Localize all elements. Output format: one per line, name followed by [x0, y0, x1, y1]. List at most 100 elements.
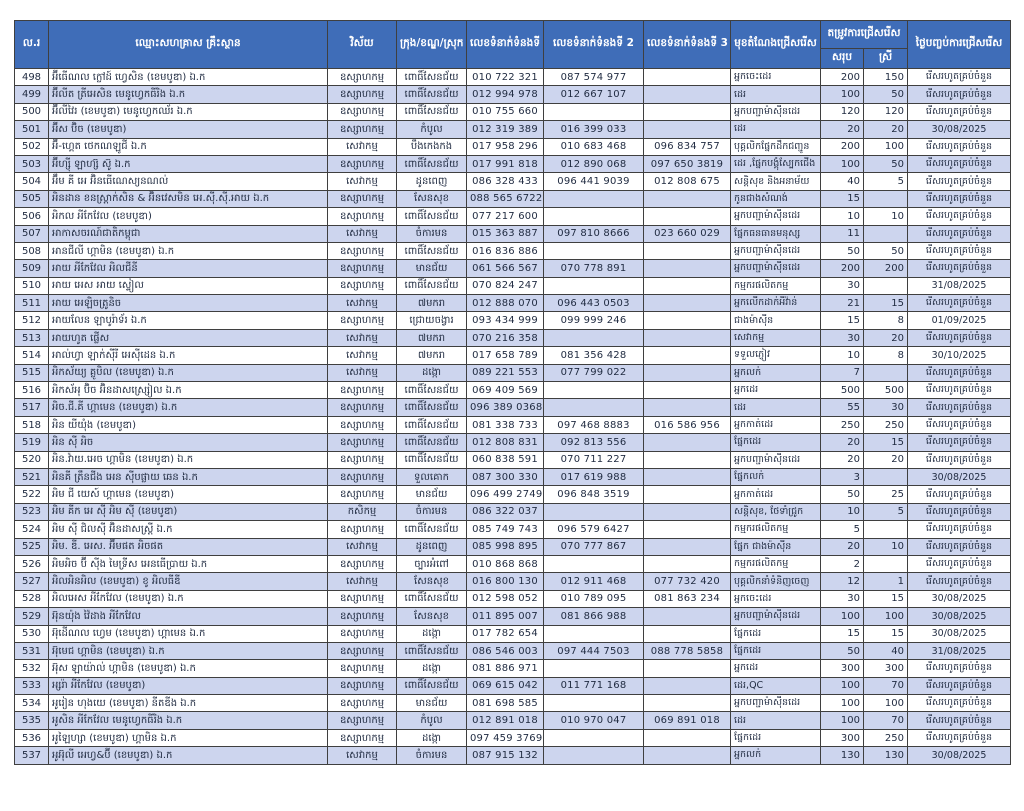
- sector-cell: ឧស្សាហកម្ម: [327, 85, 397, 104]
- phone3-cell: [643, 346, 731, 365]
- district-cell: ពោធិ៍សែនជ័យ: [396, 415, 467, 435]
- no-cell: 526: [14, 554, 49, 574]
- phone3-cell: [643, 294, 731, 313]
- no-cell: 517: [14, 398, 49, 417]
- district-cell: ពោធិ៍សែនជ័យ: [396, 102, 467, 122]
- phone1-cell: 070 216 358: [466, 328, 544, 348]
- position-cell: អ្នកបញ្ជាម៉ាស៊ីនដេរ: [730, 450, 821, 469]
- no-cell: 511: [14, 294, 49, 313]
- sector-cell: ឧស្សាហកម្ម: [327, 607, 397, 626]
- position-cell: ផ្នែកដេរ: [730, 641, 821, 661]
- phone1-cell: 093 434 999: [466, 311, 544, 330]
- position-cell: បុគ្គលិកផ្នែកដឹកជញ្ជូន: [730, 137, 821, 156]
- deadline-cell: 31/08/2025: [907, 276, 1011, 296]
- no-cell: 505: [14, 189, 49, 209]
- need-total-cell: 300: [820, 728, 864, 748]
- no-cell: 509: [14, 259, 49, 278]
- table-row: 505 អិនដាន ខនស្ត្រាក់សិន & អ៊ិនវេសមិន អេ.…: [14, 189, 1011, 209]
- deadline-cell: រើសរហូតគ្រប់ចំនួន: [907, 85, 1011, 104]
- need-total-cell: 30: [820, 589, 864, 609]
- phone3-cell: [643, 624, 731, 643]
- sector-cell: ឧស្សាហកម្ម: [327, 311, 397, 330]
- phone2-cell: 070 778 891: [543, 259, 644, 278]
- table-row: 506 អិកល អីកែវែល (ខេមបូឌា) ឧស្សាហកម្ម ពោធិ៍…: [14, 207, 1011, 226]
- company-name-cell: អ៊ីលីវៃរ (ខេមបូឌា) មេនូហ្វេកឈ័រ ឯ.ក: [48, 102, 328, 122]
- district-cell: កំបូល: [396, 711, 467, 730]
- need-female-cell: 70: [863, 676, 908, 696]
- no-cell: 498: [14, 67, 49, 87]
- district-cell: សែនសុខ: [396, 607, 467, 626]
- company-name-cell: អិន យីយុំង (ខេមបូឌា): [48, 415, 328, 435]
- district-cell: មានជ័យ: [396, 485, 467, 504]
- col-header-company-name: ឈ្មោះសហគ្រាស គ្រឹះស្ថាន: [48, 20, 328, 69]
- deadline-cell: 30/08/2025: [907, 467, 1011, 487]
- need-total-cell: 21: [820, 294, 864, 313]
- no-cell: 536: [14, 728, 49, 748]
- phone2-cell: 070 777 867: [543, 537, 644, 556]
- need-female-cell: 20: [863, 120, 908, 139]
- phone1-cell: 069 615 042: [466, 676, 544, 696]
- phone3-cell: [643, 363, 731, 383]
- phone3-cell: [643, 467, 731, 487]
- table-row: 537 អូអ៊ុលី អេហ្វ&ប៊ី (ខេមបូឌា) ឯ.ក សេវាកម…: [14, 746, 1011, 765]
- phone1-cell: 081 698 585: [466, 694, 544, 713]
- position-cell: ដេរ: [730, 398, 821, 417]
- no-cell: 506: [14, 207, 49, 226]
- position-cell: អ្នកបញ្ជាម៉ាស៊ីនដេរ: [730, 102, 821, 122]
- sector-cell: ឧស្សាហកម្ម: [327, 154, 397, 174]
- deadline-cell: រើសរហូតគ្រប់ចំនួន: [907, 241, 1011, 261]
- position-cell: ផ្នែកលក់: [730, 467, 821, 487]
- need-female-cell: [863, 363, 908, 383]
- district-cell: ៧មករា: [396, 346, 467, 365]
- col-header-need-group: តម្រូវការជ្រើសរើស: [820, 20, 908, 49]
- sector-cell: ឧស្សាហកម្ម: [327, 189, 397, 209]
- no-cell: 530: [14, 624, 49, 643]
- company-name-cell: អ៊ីធើណល ក្លៅដ៍ ហ្វេសិន (ខេមបូឌា) ឯ.ក: [48, 67, 328, 87]
- table-row: 501 អ៊ីស ប៊ិច (ខេមបូឌា) ឧស្សាហកម្ម កំបូល 012…: [14, 120, 1011, 139]
- need-total-cell: 15: [820, 311, 864, 330]
- phone1-cell: 077 217 600: [466, 207, 544, 226]
- district-cell: ពោធិ៍សែនជ័យ: [396, 676, 467, 696]
- phone1-cell: 015 363 887: [466, 224, 544, 243]
- position-cell: អ្នកដេរ: [730, 381, 821, 400]
- company-name-cell: អាយលែន ឡាបូរ៉ាទ័រ ឯ.ក: [48, 311, 328, 330]
- table-row: 531 អ៊ុមេជ ហ្គាមិន (ខេមបូឌា) ឯ.ក ឧស្សាហកម្…: [14, 641, 1011, 661]
- need-female-cell: 100: [863, 694, 908, 713]
- col-header-district: ក្រុង/ខណ្ឌ/ស្រុក: [396, 20, 467, 69]
- col-header-phone1: លេខទំនាក់ទំនងទី 1: [466, 20, 544, 69]
- company-name-cell: អាកាសចរណ៍ជាតិកម្ពុជា: [48, 224, 328, 243]
- phone1-cell: 012 888 070: [466, 294, 544, 313]
- table-row: 502 អ៊ី-ហ្គេត ថេកណឡូជី ឯ.ក សេវាកម្ម បឹងកេងក…: [14, 137, 1011, 156]
- need-female-cell: 500: [863, 381, 908, 400]
- company-name-cell: អិកស័យ្យ គ្លូបិល (ខេមបូឌា) ឯ.ក: [48, 363, 328, 383]
- deadline-cell: 01/09/2025: [907, 311, 1011, 330]
- need-total-cell: 200: [820, 259, 864, 278]
- phone3-cell: [643, 398, 731, 417]
- phone3-cell: [643, 554, 731, 574]
- company-name-cell: អូរៀន ហុងយេ (ខេមបូឌា) នីតឌីង ឯ.ក: [48, 694, 328, 713]
- phone2-cell: [543, 207, 644, 226]
- phone1-cell: 086 322 037: [466, 502, 544, 522]
- phone2-cell: [543, 328, 644, 348]
- position-cell: អ្នកលើកដាក់អីវ៉ាន់: [730, 294, 821, 313]
- need-female-cell: 30: [863, 398, 908, 417]
- sector-cell: សេវាកម្ម: [327, 572, 397, 591]
- table-row: 536 អូឡៃហ្សា (ខេមបូឌា) ហ្គាមិន ឯ.ក ឧស្សាហក…: [14, 728, 1011, 748]
- company-name-cell: អ៊ីហ្ស៊ី ឡាហ្ស៊ ស៊ូ ឯ.ក: [48, 154, 328, 174]
- need-female-cell: 300: [863, 659, 908, 678]
- phone3-cell: 077 732 420: [643, 572, 731, 591]
- deadline-cell: 31/08/2025: [907, 641, 1011, 661]
- district-cell: ចំការមន: [396, 746, 467, 765]
- company-name-cell: អិលអិនអិល (ខេមបូឌា) ខូ អិលធីឌី: [48, 572, 328, 591]
- position-cell: ដេរ,QC: [730, 676, 821, 696]
- phone2-cell: 092 813 556: [543, 433, 644, 452]
- need-total-cell: 2: [820, 554, 864, 574]
- company-name-cell: អូសិន អីកែវែល មេនូហ្វេកធីរិង ឯ.ក: [48, 711, 328, 730]
- need-total-cell: 130: [820, 746, 864, 765]
- need-female-cell: 250: [863, 415, 908, 435]
- need-total-cell: 200: [820, 67, 864, 87]
- company-name-cell: អិកល អីកែវែល (ខេមបូឌា): [48, 207, 328, 226]
- district-cell: ពោធិ៍សែនជ័យ: [396, 450, 467, 469]
- position-cell: អ្នកបញ្ជាម៉ាស៊ីនដេរ: [730, 241, 821, 261]
- table-row: 534 អូរៀន ហុងយេ (ខេមបូឌា) នីតឌីង ឯ.ក ឧស្សា…: [14, 694, 1011, 713]
